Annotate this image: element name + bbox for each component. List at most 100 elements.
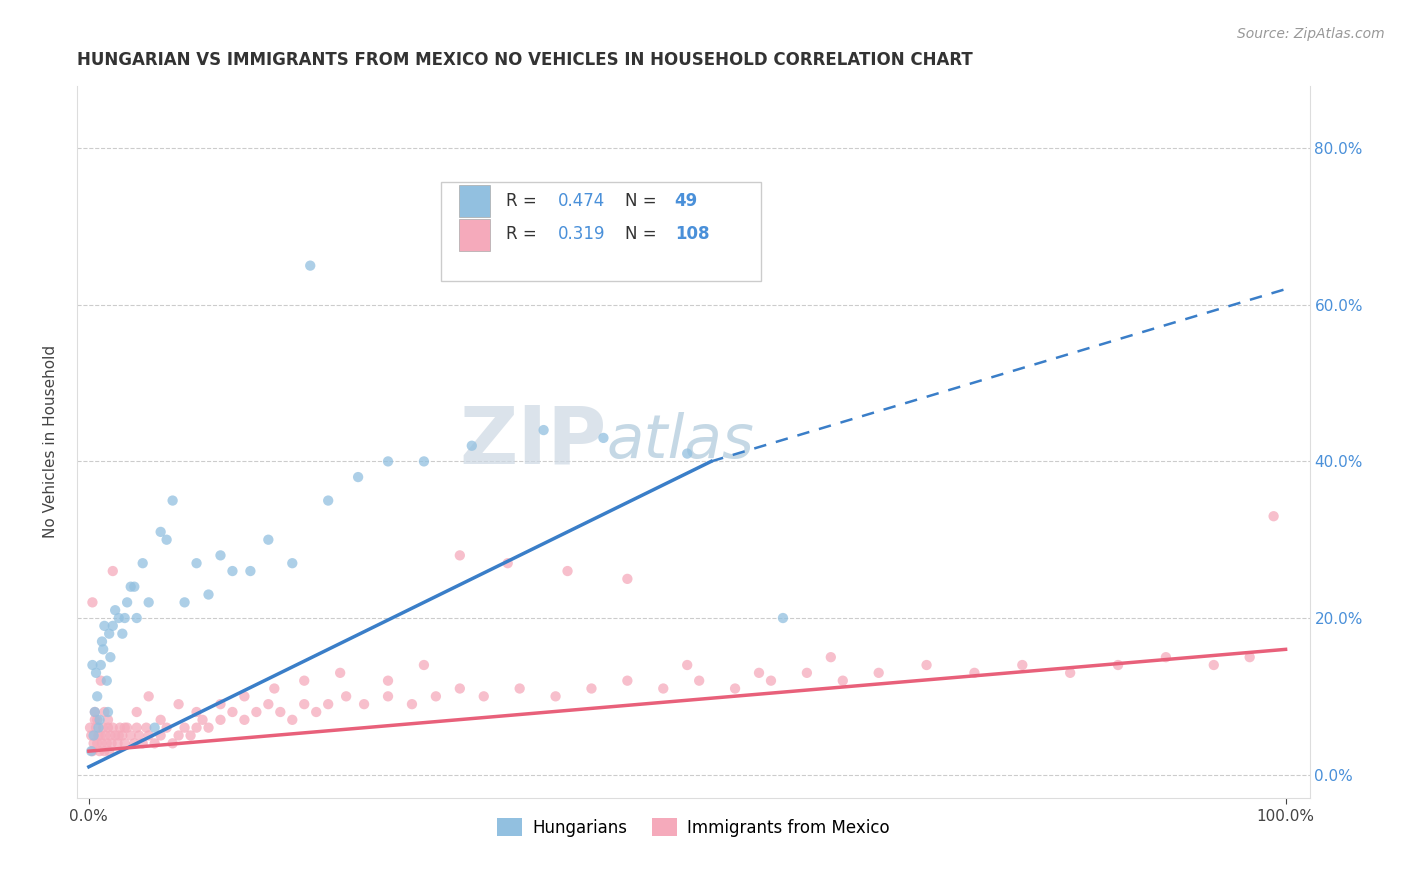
Text: 108: 108 — [675, 225, 709, 243]
Point — [221, 564, 243, 578]
Point — [1107, 658, 1129, 673]
Point — [963, 665, 986, 680]
Point — [425, 690, 447, 704]
Point — [89, 744, 111, 758]
Point — [149, 729, 172, 743]
Point — [281, 556, 304, 570]
Text: N =: N = — [626, 225, 662, 243]
Point — [616, 572, 638, 586]
Point — [82, 744, 104, 758]
Point — [557, 564, 579, 578]
Point — [353, 697, 375, 711]
Point — [120, 580, 142, 594]
Point — [496, 556, 519, 570]
Point — [80, 729, 103, 743]
Point — [93, 619, 115, 633]
Point — [796, 665, 818, 680]
Point — [1263, 509, 1285, 524]
Point — [299, 259, 322, 273]
Point — [115, 595, 138, 609]
Point — [316, 493, 339, 508]
Point — [292, 697, 315, 711]
Point — [233, 713, 256, 727]
Point — [120, 729, 142, 743]
Point — [156, 533, 179, 547]
Point — [377, 454, 399, 468]
Point — [94, 729, 117, 743]
Point — [90, 658, 112, 673]
Point — [449, 681, 471, 696]
Point — [124, 736, 146, 750]
Point — [97, 721, 120, 735]
Point — [82, 595, 104, 609]
Point — [413, 454, 436, 468]
Point — [1059, 665, 1081, 680]
Point — [329, 665, 352, 680]
Point — [125, 611, 148, 625]
Point — [263, 681, 285, 696]
Text: ZIP: ZIP — [460, 403, 607, 481]
Point — [83, 729, 105, 743]
Point — [100, 736, 122, 750]
Point — [820, 650, 842, 665]
Text: R =: R = — [506, 192, 541, 210]
Point — [676, 658, 699, 673]
Point — [101, 619, 124, 633]
Point — [221, 705, 243, 719]
Point — [89, 713, 111, 727]
Point — [305, 705, 328, 719]
Point — [86, 690, 108, 704]
Point — [167, 697, 190, 711]
Point — [748, 665, 770, 680]
Point — [724, 681, 747, 696]
Point — [79, 721, 101, 735]
Point — [131, 736, 153, 750]
Point — [616, 673, 638, 688]
Point — [269, 705, 291, 719]
Point — [101, 564, 124, 578]
Point — [292, 673, 315, 688]
Point — [84, 721, 107, 735]
Point — [1239, 650, 1261, 665]
Point — [233, 690, 256, 704]
Point — [96, 736, 118, 750]
Point — [91, 634, 114, 648]
Point — [138, 690, 160, 704]
Point — [93, 705, 115, 719]
Point — [676, 446, 699, 460]
Point — [162, 736, 184, 750]
Point — [149, 524, 172, 539]
Point — [186, 705, 208, 719]
Point — [831, 673, 853, 688]
Point — [1154, 650, 1177, 665]
Point — [377, 690, 399, 704]
Text: 49: 49 — [675, 192, 697, 210]
Point — [98, 626, 121, 640]
Point — [111, 626, 134, 640]
Point — [83, 705, 105, 719]
Point — [191, 713, 214, 727]
Point — [138, 729, 160, 743]
Point — [509, 681, 531, 696]
Text: 0.319: 0.319 — [558, 225, 605, 243]
Text: R =: R = — [506, 225, 541, 243]
Point — [1202, 658, 1225, 673]
Point — [316, 697, 339, 711]
Point — [87, 729, 110, 743]
Point — [131, 556, 153, 570]
Point — [156, 721, 179, 735]
Point — [257, 697, 280, 711]
Point — [107, 611, 129, 625]
Point — [83, 736, 105, 750]
Point — [86, 713, 108, 727]
Text: HUNGARIAN VS IMMIGRANTS FROM MEXICO NO VEHICLES IN HOUSEHOLD CORRELATION CHART: HUNGARIAN VS IMMIGRANTS FROM MEXICO NO V… — [77, 51, 973, 69]
Point — [90, 729, 112, 743]
Point — [173, 721, 195, 735]
Point — [114, 736, 136, 750]
Point — [100, 650, 122, 665]
Point — [209, 713, 232, 727]
Point — [91, 736, 114, 750]
Point — [143, 721, 166, 735]
Point — [581, 681, 603, 696]
Point — [82, 658, 104, 673]
